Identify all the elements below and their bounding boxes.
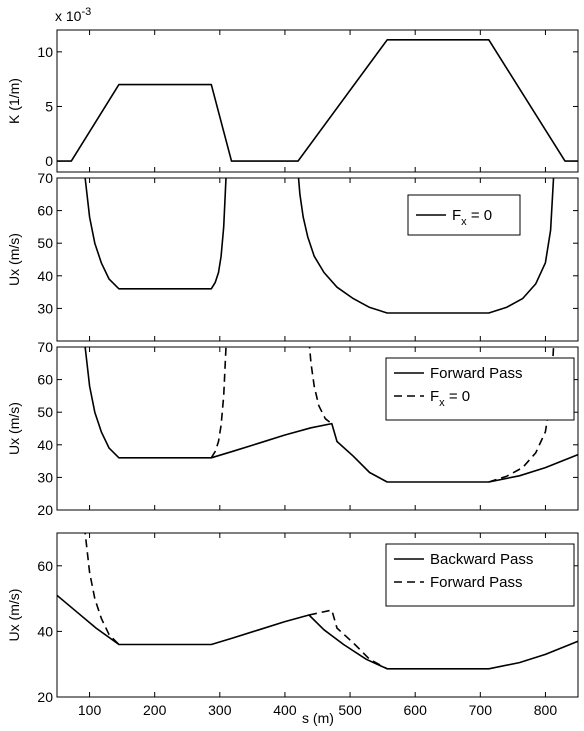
y-axis-label: Ux (m/s)	[6, 233, 22, 286]
x-tick-label: 800	[534, 702, 558, 718]
legend: Fx = 0	[407, 194, 521, 236]
x-tick-label: 300	[208, 702, 232, 718]
series-line-2	[210, 347, 227, 459]
series-group	[84, 178, 555, 314]
subplot-4: 100 200 300 400 500 600 700 800 20 40 60 Ux (m/s) Ba…	[6, 532, 579, 718]
legend-label: Backward Pass	[430, 551, 533, 568]
y-tick-label: 30	[37, 469, 53, 485]
y-tick-label: 70	[37, 339, 53, 355]
legend-label: Forward Pass	[430, 574, 523, 591]
series-group	[84, 347, 578, 483]
y-tick-label: 20	[37, 502, 53, 518]
legend-box	[385, 357, 575, 421]
series-line-1	[84, 347, 578, 483]
x-tick-label: 100	[78, 702, 102, 718]
x-tick-label: 400	[273, 702, 297, 718]
series-group	[57, 38, 578, 162]
y-tick-label: 40	[37, 623, 53, 639]
y-tick-label: 5	[45, 98, 53, 114]
y-tick-label: 60	[37, 372, 53, 388]
y-tick-label: 60	[37, 558, 53, 574]
x-axis-label: s (m)	[302, 710, 334, 726]
subplot-2: 30 40 50 60 70 Ux (m/s) Fx = 0	[6, 170, 579, 342]
y-tick-label: 40	[37, 268, 53, 284]
y-tick-label: 70	[37, 170, 53, 186]
y-tick-label: 50	[37, 235, 53, 251]
axes-box	[56, 29, 579, 173]
subplots: 0 5 10 K (1/m) x 10-3 30 40 50 60 70 Ux (m/s) Fx = …	[6, 6, 579, 718]
x-tick-label: 500	[338, 702, 362, 718]
y-tick-label: 50	[37, 404, 53, 420]
y-tick-label: 40	[37, 437, 53, 453]
series-line-2	[297, 178, 555, 314]
series-line-3	[308, 347, 333, 425]
y-tick-label: 20	[37, 689, 53, 705]
series-line-1	[57, 38, 578, 162]
y-exponent: -3	[81, 6, 91, 18]
subplot-1: 0 5 10 K (1/m) x 10-3	[6, 6, 579, 173]
y-axis-label: K (1/m)	[6, 78, 22, 124]
y-axis-label: Ux (m/s)	[6, 402, 22, 455]
y-tick-label: 10	[37, 44, 53, 60]
legend-label: Forward Pass	[430, 365, 523, 382]
y-tick-label: 30	[37, 300, 53, 316]
x-tick-label: 600	[404, 702, 428, 718]
y-tick-label: 0	[45, 153, 53, 169]
series-line-2	[84, 533, 120, 646]
legend: Backward Pass Forward Pass	[385, 543, 575, 607]
series-line-1	[84, 178, 227, 290]
series-line-3	[308, 609, 388, 670]
x-tick-label: 200	[143, 702, 167, 718]
y-exponent-label: x 10-3	[55, 6, 91, 24]
series-line-4	[488, 347, 555, 483]
x-tick-label: 700	[469, 702, 493, 718]
legend-box	[385, 543, 575, 607]
series-group	[57, 533, 578, 670]
y-axis-label: Ux (m/s)	[6, 589, 22, 642]
y-tick-label: 60	[37, 203, 53, 219]
